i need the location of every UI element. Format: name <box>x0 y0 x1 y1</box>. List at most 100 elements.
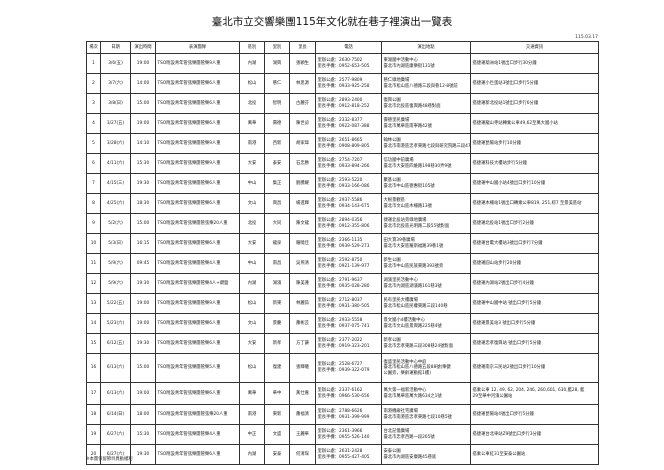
cell-no: 14 <box>86 313 101 334</box>
cell-village-text: 文盛 <box>272 431 282 437</box>
cell-team-text: TSO附設青年管弦樂團管樂9人重 <box>157 160 221 166</box>
cell-no: 19 <box>86 424 101 445</box>
cell-district-text: 內湖 <box>247 60 257 66</box>
cell-village: 文盛 <box>264 424 290 445</box>
cell-venue: 信功國中前廣場 臺北市大安區四維路198巷30弄9號 <box>381 153 471 174</box>
cell-time: 16:15 <box>130 233 156 254</box>
cell-transit: 搭捷運葫洲站1號出口步行30分鐘 <box>470 53 599 74</box>
cell-venue-text: 臺北市北投區光明路二段55號對面 <box>383 223 450 229</box>
cell-no-text: 13 <box>90 300 97 306</box>
cell-district: 內湖 <box>239 444 265 465</box>
cell-no-text: 8 <box>92 200 95 206</box>
header-team: 表演團隊 <box>155 41 240 54</box>
cell-venue-text: 臺北市中山區民族東路393號旁 <box>383 263 444 269</box>
cell-team-text: TSO附設青年管弦樂團管樂4人重 <box>157 431 221 437</box>
cell-time: 19:30 <box>130 333 156 354</box>
cell-village-text: 新孝 <box>272 340 282 346</box>
cell-phone-text: 里辦公處：2893-2400 <box>317 97 363 103</box>
cell-no: 4 <box>86 113 101 134</box>
cell-venue: 聚基公園 臺北市中山區德惠街105號 <box>381 173 471 194</box>
cell-team-text: TSO附設青年管弦樂團管樂6人重 <box>157 390 221 396</box>
cell-transit: 搭捷運木柵站1號出口轉乘公車819, 251,棕7 至景美區站 <box>470 193 599 214</box>
page-title: 臺北市立交響樂團115年文化就在巷子裡演出一覽表 <box>211 16 453 28</box>
cell-time-text: 14:00 <box>136 80 150 86</box>
cell-chief-text: 陳美蓮 <box>296 280 309 286</box>
cell-phone-text: 里辦公處：2791-9637 <box>317 277 363 283</box>
cell-phone-text: 里長手機：0933-925-258 <box>317 83 370 89</box>
cell-transit: 搭捷運新北投站1號出口步行6分鐘 <box>470 93 599 114</box>
cell-date-text: 3/8(日) <box>108 100 123 106</box>
cell-date: 5/3(日) <box>100 233 131 254</box>
table-row: 3 3/8(日) 15:00 TSO附設青年管弦樂團管樂6人重 北投 智明 古麗芬 里辦公處：… <box>86 93 599 114</box>
cell-date: 5/9(六) <box>100 253 131 274</box>
cell-time: 19:30 <box>130 273 156 294</box>
cell-no-text: 16 <box>90 365 97 371</box>
cell-venue: 翰林公園 臺北市南港區忠孝東路七段與研究院路三段47巷口 <box>381 133 471 154</box>
cell-phone-text: 里長手機：0922-087-388 <box>317 123 370 129</box>
cell-transit: 搭乘公車 12, 49, 62, 204, 246, 260,601, 630,… <box>470 382 599 405</box>
cell-district: 松山 <box>239 73 265 94</box>
cell-time: 19:30 <box>130 444 156 465</box>
cell-village-text: 壽德 <box>272 120 282 126</box>
cell-chief: 陳文龍 <box>289 213 316 234</box>
cell-phone-text: 里長手機：0934-143-675 <box>317 203 370 209</box>
cell-district: 萬華 <box>239 113 265 134</box>
cell-date-text: 5/9(六) <box>108 260 123 266</box>
cell-team: TSO附設青年管弦樂團管樂6人重 <box>155 444 240 465</box>
cell-date: 5/22(五) <box>100 293 131 314</box>
cell-date-text: 3/28(六) <box>106 140 125 146</box>
cell-district: 南港 <box>239 404 265 425</box>
cell-team: TSO附設青年管弦樂團管樂9人重 <box>155 153 240 174</box>
cell-venue: 台北記憶廣場 臺北市忠孝西路一段265號 <box>381 424 471 445</box>
cell-chief: 古麗芬 <box>289 93 316 114</box>
cell-chief: 張輝儀 <box>289 353 316 383</box>
cell-team-text: TSO附設青年管弦樂團管樂6人重 <box>157 80 221 86</box>
cell-transit-text: 搭捷運中山國中站 號出口步行5分鐘 <box>472 300 542 306</box>
cell-venue-text: 臺北市大安區四維路198巷30弄9號 <box>383 163 452 169</box>
cell-transit: 搭捷運台北車站Z9號出口步行3分鐘 <box>470 424 599 445</box>
cell-chief-text: 張輝儀 <box>296 365 309 371</box>
cell-venue-text: 臺北市松山區民權東路三段140巷 <box>383 303 448 309</box>
cell-phone-text: 里長手機：0931-380-505 <box>317 303 370 309</box>
cell-date: 6/12(五) <box>100 333 131 354</box>
cell-district: 中山 <box>239 253 265 274</box>
cell-venue: 新孝公園 臺北市忠孝東路三段308巷24號對面 <box>381 333 471 354</box>
cell-district: 大安 <box>239 333 265 354</box>
cell-transit: 搭捷運中山國中站 號出口步行5分鐘 <box>470 293 599 314</box>
cell-date: 6/14(日) <box>100 404 131 425</box>
cell-time: 15:00 <box>130 93 156 114</box>
cell-phone-text: 里辦公處：2788-6626 <box>317 408 363 414</box>
cell-no-text: 18 <box>90 411 97 417</box>
cell-time: 09:45 <box>130 253 156 274</box>
table-row: 4 3/27(五) 19:00 TSO附設青年管弦樂團管樂6人重 萬華 壽德 陳世諒 里辦公處… <box>86 113 599 134</box>
cell-no: 9 <box>86 213 101 234</box>
cell-village: 龍泉 <box>264 233 290 254</box>
cell-team-text: TSO附設青年管弦樂團管樂6人重 <box>157 200 221 206</box>
cell-date-text: 6/12(五) <box>106 340 125 346</box>
cell-transit: 搭捷運忠孝復興站 號出口步行5分鐘 <box>470 333 599 354</box>
cell-time-text: 19:00 <box>136 300 150 306</box>
cell-district-text: 南港 <box>247 140 257 146</box>
cell-time: 15:30 <box>130 424 156 445</box>
cell-date-text: 6/27(六) <box>106 431 125 437</box>
cell-no-text: 10 <box>90 240 97 246</box>
cell-venue-text: 臺北市內湖區康樂街131號 <box>383 63 435 69</box>
cell-chief-text: 林思源 <box>296 80 309 86</box>
cell-no: 7 <box>86 173 101 194</box>
cell-team: TSO附設青年管弦樂團管樂5人重 <box>155 353 240 383</box>
table-row: 11 5/9(六) 09:45 TSO附設青年管弦樂團管樂4人重 中山 南昌 吳燕清 里辦公處… <box>86 253 599 274</box>
cell-venue-text: 臺北市大安區羅斯福路39巷1號 <box>383 243 444 249</box>
cell-time-text: 19:00 <box>136 60 150 66</box>
cell-village: 興昌 <box>264 193 290 214</box>
cell-village: 大同 <box>264 213 290 234</box>
cell-chief-text: 何清琛 <box>296 451 309 457</box>
cell-phone-text: 里長手機：0908-809-805 <box>317 143 370 149</box>
cell-village: 景慶 <box>264 313 290 334</box>
table-row: 19 6/27(六) 15:30 TSO附設青年管弦樂團管樂4人重 中正 文盛 王麗華 里辦公… <box>86 424 599 445</box>
cell-date-text: 3/6(五) <box>108 60 123 66</box>
cell-phone-text: 里辦公處：2937-5586 <box>317 197 363 203</box>
cell-time-text: 15:30 <box>136 160 150 166</box>
cell-date: 3/28(六) <box>100 133 131 154</box>
cell-time: 14:10 <box>130 133 156 154</box>
cell-date-text: 5/23(六) <box>106 320 125 326</box>
